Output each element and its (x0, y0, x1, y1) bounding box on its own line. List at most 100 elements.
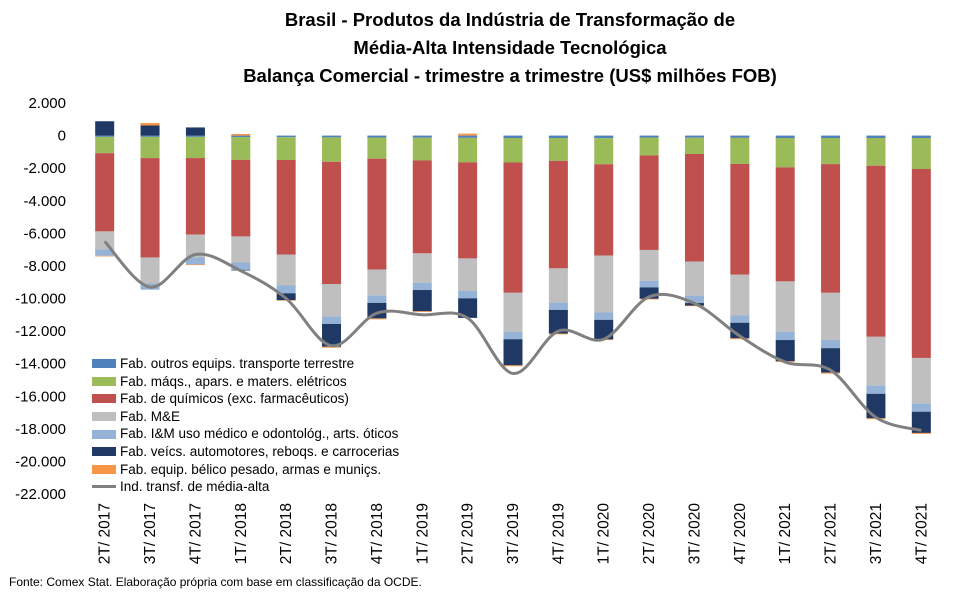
legend-swatch (92, 376, 116, 386)
legend-swatch (92, 394, 116, 404)
legend-swatch (92, 464, 116, 474)
legend-swatch (92, 447, 116, 457)
legend: Fab. outros equips. transporte terrestre… (92, 355, 399, 496)
legend-item: Ind. transf. de média-alta (92, 478, 399, 496)
y-tick-label: -18.000 (15, 421, 66, 438)
legend-item: Fab. equip. bélico pesado, armas e muniç… (92, 461, 399, 479)
x-tick-label: 3T/ 2019 (505, 503, 522, 564)
bar-segment-s4-c6 (367, 295, 387, 303)
bar-segment-s4-c10 (548, 302, 568, 310)
y-tick-label: -10.000 (15, 291, 66, 308)
bar-segment-s3-c10 (548, 268, 568, 303)
legend-item: Fab. máqs., apars. e maters. elétricos (92, 373, 399, 391)
bar-segment-s1-c16 (821, 138, 841, 165)
bar-segment-s0-c5 (322, 135, 342, 138)
bar-segment-s6-c0 (95, 255, 115, 257)
bar-segment-s6-c6 (367, 318, 387, 320)
bar-segment-s4-c7 (412, 282, 432, 291)
bar-segment-s2-c17 (866, 165, 886, 337)
bar-segment-s5-c5 (322, 323, 342, 347)
title-line-2: Média-Alta Intensidade Tecnológica (353, 37, 667, 58)
bar-segment-s4-c14 (730, 315, 750, 323)
x-tick-label: 4T/ 2018 (369, 503, 386, 564)
legend-swatch (92, 429, 116, 439)
bar-segment-s4-c3 (231, 262, 251, 270)
bar-segment-s5-c0 (95, 121, 115, 136)
bar-segment-s3-c13 (684, 261, 704, 296)
legend-item: Fab. veícs. automotores, reboqs. e carro… (92, 443, 399, 461)
bar-segment-s5-c10 (548, 309, 568, 334)
bar-segment-s3-c3 (231, 236, 251, 263)
bar-segment-s3-c12 (639, 249, 659, 281)
bar-segment-s3-c17 (866, 336, 886, 386)
x-tick-label: 3T/ 2020 (686, 503, 703, 565)
bar-segment-s5-c17 (866, 393, 886, 419)
title-line-3: Balança Comercial - trimestre a trimestr… (243, 65, 777, 86)
bar-segment-s2-c4 (276, 160, 296, 255)
bar-segment-s3-c2 (185, 234, 205, 258)
bar-segment-s4-c5 (322, 316, 342, 324)
bar-segment-s0-c15 (775, 135, 795, 139)
legend-item: Fab. I&M uso médico e odontológ., arts. … (92, 425, 399, 443)
legend-item: Fab. outros equips. transporte terrestre (92, 355, 399, 373)
legend-label: Fab. equip. bélico pesado, armas e muniç… (120, 461, 382, 477)
bar-segment-s1-c9 (503, 138, 523, 163)
x-tick-label: 1T/ 2021 (777, 503, 794, 564)
y-tick-label: -6.000 (23, 225, 66, 242)
bar-segment-s4-c0 (95, 249, 115, 256)
x-tick-label: 3T/ 2018 (324, 503, 341, 564)
bar-segment-s2-c11 (594, 164, 614, 256)
bar-segment-s2-c12 (639, 155, 659, 250)
bar-segment-s2-c10 (548, 160, 568, 269)
bar-segment-s4-c9 (503, 331, 523, 340)
bar-segment-s4-c4 (276, 285, 296, 294)
bar-segment-s2-c5 (322, 161, 342, 285)
chart-title: Brasil - Produtos da Indústria de Transf… (0, 6, 959, 90)
bar-segment-s2-c1 (140, 158, 160, 258)
bar-segment-s3-c18 (911, 357, 931, 404)
bar-segment-s2-c14 (730, 163, 750, 275)
bar-segment-s1-c2 (185, 136, 205, 159)
bar-segment-s2-c3 (231, 159, 251, 237)
bar-segment-s0-c10 (548, 135, 568, 139)
x-tick-label: 2T/ 2018 (278, 503, 295, 564)
legend-item: Fab. M&E (92, 408, 399, 426)
y-tick-label: -4.000 (23, 193, 66, 210)
bar-segment-s4-c13 (684, 295, 704, 304)
bar-segment-s2-c16 (821, 164, 841, 293)
bar-segment-s3-c9 (503, 292, 523, 332)
bar-segment-s6-c9 (503, 365, 523, 367)
x-tick-label: 1T/ 2020 (596, 503, 613, 565)
bar-segment-s0-c17 (866, 135, 886, 139)
bar-segment-s0-c7 (412, 135, 432, 138)
bar-segment-s3-c4 (276, 254, 296, 286)
bar-segment-s4-c12 (639, 280, 659, 288)
bar-segment-s5-c1 (140, 125, 160, 136)
bar-segment-s6-c3 (231, 133, 251, 136)
y-tick-label: -20.000 (15, 453, 66, 470)
line-ind-transf-media-alta (103, 240, 922, 432)
bar-segment-s6-c10 (548, 333, 568, 335)
y-tick-label: -22.000 (15, 486, 66, 503)
bar-segment-s0-c16 (821, 135, 841, 139)
bar-segment-s1-c3 (231, 137, 251, 160)
bar-segment-s0-c11 (594, 135, 614, 139)
bar-segment-s1-c8 (458, 137, 478, 163)
bar-segment-s6-c14 (730, 338, 750, 340)
bar-segment-s3-c11 (594, 255, 614, 313)
bar-segment-s6-c13 (684, 305, 704, 307)
bar-segment-s4-c11 (594, 312, 614, 320)
legend-swatch (92, 485, 116, 489)
legend-label: Fab. máqs., apars. e maters. elétricos (120, 373, 347, 389)
bar-segment-s2-c0 (95, 153, 115, 232)
bar-segment-s4-c16 (821, 340, 841, 349)
y-tick-label: 0 (58, 128, 66, 145)
x-tick-label: 4T/ 2021 (913, 503, 930, 564)
bar-segment-s2-c9 (503, 162, 523, 293)
bar-segment-s0-c2 (185, 135, 205, 137)
bar-segment-s2-c7 (412, 160, 432, 254)
bar-segment-s4-c18 (911, 403, 931, 412)
bar-segment-s6-c16 (821, 372, 841, 374)
bar-segment-s2-c2 (185, 158, 205, 235)
